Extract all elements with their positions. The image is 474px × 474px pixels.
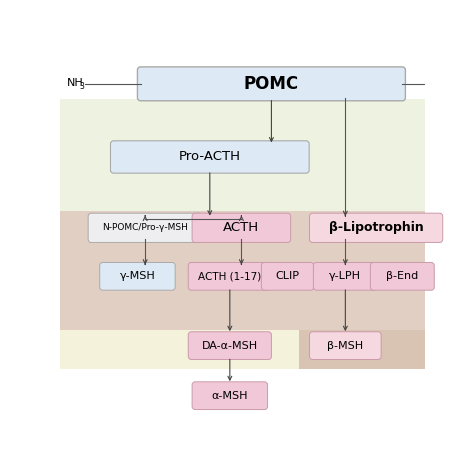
Text: β-End: β-End bbox=[386, 271, 419, 282]
Text: NH: NH bbox=[66, 78, 83, 88]
FancyBboxPatch shape bbox=[188, 263, 272, 290]
Bar bbox=[299, 330, 425, 369]
FancyBboxPatch shape bbox=[137, 67, 405, 101]
FancyBboxPatch shape bbox=[192, 382, 267, 410]
Text: DA-α-MSH: DA-α-MSH bbox=[202, 341, 258, 351]
Text: ACTH: ACTH bbox=[223, 221, 259, 234]
Text: ACTH (1-17): ACTH (1-17) bbox=[198, 271, 262, 282]
FancyBboxPatch shape bbox=[100, 263, 175, 290]
Text: β-Lipotrophin: β-Lipotrophin bbox=[329, 221, 423, 234]
Bar bbox=[61, 330, 299, 369]
Text: β-MSH: β-MSH bbox=[327, 341, 364, 351]
FancyBboxPatch shape bbox=[310, 213, 443, 242]
Bar bbox=[61, 99, 425, 211]
Text: Pro-ACTH: Pro-ACTH bbox=[179, 150, 241, 164]
Bar bbox=[61, 211, 425, 330]
FancyBboxPatch shape bbox=[192, 213, 291, 242]
Text: N-POMC/Pro-γ-MSH: N-POMC/Pro-γ-MSH bbox=[102, 223, 188, 232]
FancyBboxPatch shape bbox=[188, 332, 272, 359]
Text: CLIP: CLIP bbox=[275, 271, 300, 282]
Text: γ-LPH: γ-LPH bbox=[329, 271, 361, 282]
FancyBboxPatch shape bbox=[110, 141, 309, 173]
Text: γ-MSH: γ-MSH bbox=[119, 271, 155, 282]
FancyBboxPatch shape bbox=[261, 263, 314, 290]
Text: 3: 3 bbox=[80, 82, 84, 91]
FancyBboxPatch shape bbox=[88, 213, 202, 242]
FancyBboxPatch shape bbox=[370, 263, 434, 290]
FancyBboxPatch shape bbox=[313, 263, 377, 290]
Bar bbox=[61, 57, 425, 99]
Bar bbox=[61, 369, 425, 422]
FancyBboxPatch shape bbox=[310, 332, 381, 359]
Text: POMC: POMC bbox=[244, 75, 299, 93]
Text: α-MSH: α-MSH bbox=[211, 391, 248, 401]
